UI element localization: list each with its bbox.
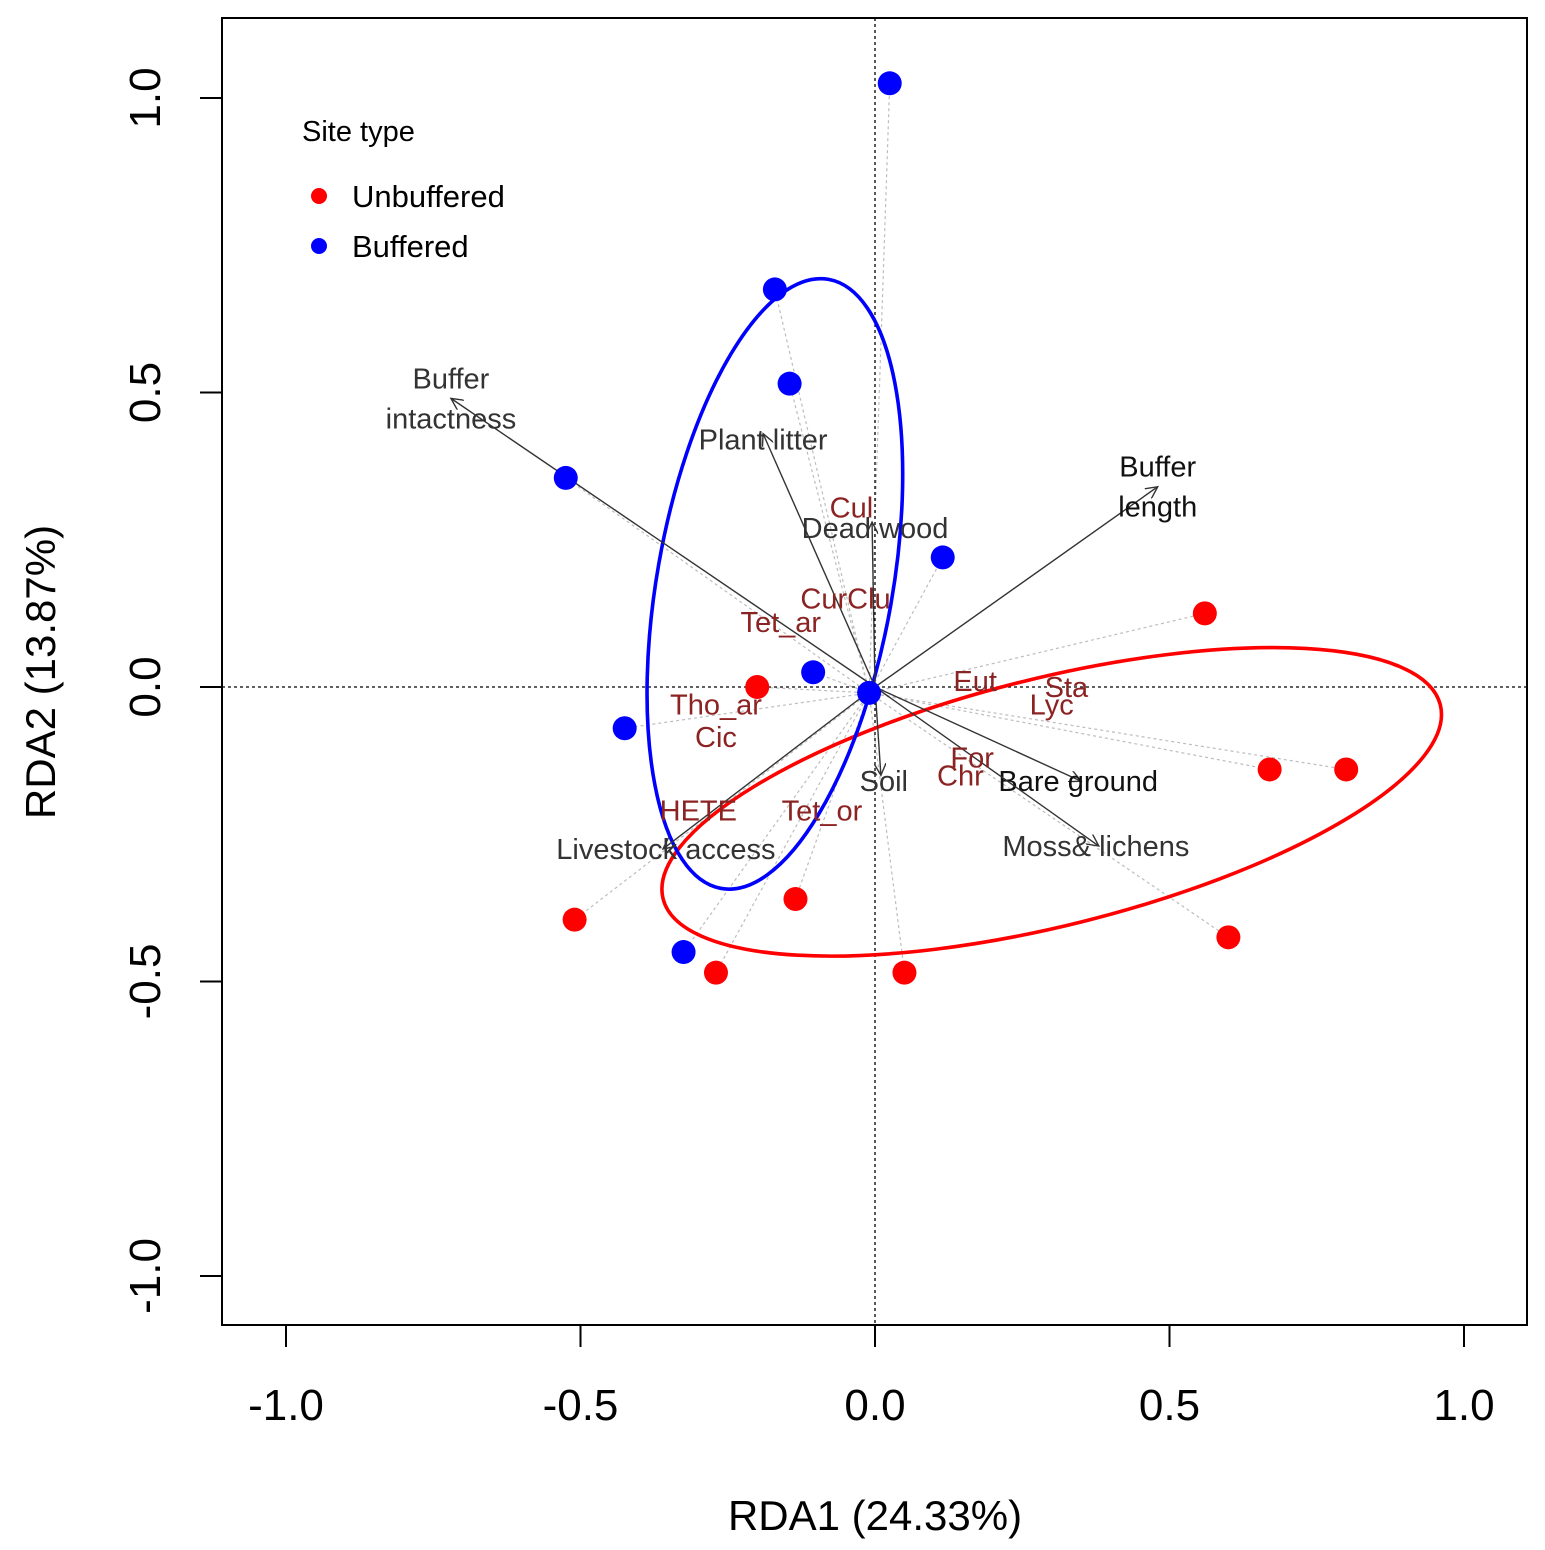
spider-line-unbuffered-7 xyxy=(715,692,870,973)
species-label-tho-ar: Tho_ar xyxy=(670,690,762,722)
vector-label-bare-ground: Bare ground xyxy=(998,766,1158,798)
vector-label-buffer-intactness: Buffer intactness xyxy=(386,363,517,435)
vector-bare-ground xyxy=(874,686,1081,781)
x-tick-label-1: -1.0 xyxy=(248,1381,324,1430)
species-label-tet-or: Tet_or xyxy=(782,796,863,828)
y-axis-title: RDA2 (13.87%) xyxy=(17,525,64,819)
spider-line-unbuffered-1 xyxy=(757,686,870,694)
vector-plant-litter xyxy=(763,434,876,688)
species-label-curclu: CurClu xyxy=(800,584,890,616)
species-label-tet-ar: Tet_ar xyxy=(740,607,821,639)
vector-label-moss-lichens: Moss& lichens xyxy=(1002,831,1189,863)
vector-buffer-intactness xyxy=(451,398,876,688)
y-tick-label-3: 0.0 xyxy=(121,656,170,717)
site-point-buffered-4 xyxy=(553,465,578,490)
x-tick-label-4: 0.5 xyxy=(1139,1381,1200,1430)
site-point-unbuffered-5 xyxy=(1216,925,1241,950)
site-point-unbuffered-2 xyxy=(1192,601,1217,626)
vector-livestock-access xyxy=(663,686,876,849)
site-point-buffered-8 xyxy=(671,940,696,965)
legend-marker-buffered xyxy=(311,238,327,254)
site-point-unbuffered-9 xyxy=(562,907,587,932)
species-label-cic: Cic xyxy=(695,722,737,754)
x-tick-label-2: -0.5 xyxy=(543,1381,619,1430)
legend-label-buffered: Buffered xyxy=(352,229,469,264)
species-label-sta: Sta xyxy=(1045,672,1089,704)
site-point-unbuffered-6 xyxy=(783,887,808,912)
y-tick-label-5: 1.0 xyxy=(121,67,170,128)
site-point-buffered-7 xyxy=(612,716,637,741)
site-point-buffered-6 xyxy=(801,660,826,685)
spider-line-unbuffered-8 xyxy=(868,692,906,973)
y-tick-label-2: -0.5 xyxy=(121,944,170,1020)
spider-line-buffered-8 xyxy=(683,692,870,953)
species-label-lyc: Lyc xyxy=(1030,690,1074,722)
site-point-unbuffered-7 xyxy=(703,960,728,985)
site-point-unbuffered-8 xyxy=(892,960,917,985)
site-point-buffered-2 xyxy=(762,277,787,302)
vector-label-soil: Soil xyxy=(860,766,908,798)
site-points xyxy=(553,71,1359,985)
vector-label-livestock-access: Livestock access xyxy=(556,834,775,866)
vector-label-buffer-length: Buffer length xyxy=(1118,452,1197,524)
vector-dead-wood xyxy=(872,522,875,688)
spider-line-buffered-7 xyxy=(624,692,870,729)
y-axis: -1.0 -0.5 0.0 0.5 1.0 xyxy=(121,67,222,1314)
species-label-eut: Eut xyxy=(953,666,997,698)
y-tick-label-4: 0.5 xyxy=(121,362,170,423)
site-point-unbuffered-4 xyxy=(1334,757,1359,782)
legend-label-unbuffered: Unbuffered xyxy=(352,179,505,214)
spider-line-unbuffered-4 xyxy=(869,692,1347,771)
zero-reference-lines xyxy=(222,18,1527,1325)
spider-line-buffered-4 xyxy=(565,477,870,694)
environmental-vectors: Buffer intactness Plant litter Dead wood Buf… xyxy=(386,363,1198,866)
ellipse-unbuffered xyxy=(660,645,1444,958)
spider-line-unbuffered-9 xyxy=(574,692,870,921)
site-point-unbuffered-1 xyxy=(745,675,770,699)
site-point-buffered-3 xyxy=(777,371,802,396)
ellipse-buffered xyxy=(645,276,905,891)
x-axis-title: RDA1 (24.33%) xyxy=(728,1492,1022,1539)
vector-label-plant-litter: Plant litter xyxy=(699,425,828,457)
confidence-ellipses xyxy=(645,276,1444,958)
site-point-buffered-9 xyxy=(857,680,882,705)
y-tick-label-1: -1.0 xyxy=(121,1238,170,1314)
species-label-cul: Cul xyxy=(830,492,874,524)
vector-buffer-length xyxy=(874,487,1158,688)
species-label-chr: Chr xyxy=(937,760,984,792)
legend: Site type Unbuffered Buffered xyxy=(302,116,505,264)
site-point-unbuffered-3 xyxy=(1257,757,1282,782)
x-tick-label-5: 1.0 xyxy=(1433,1381,1494,1430)
vector-moss-lichens xyxy=(874,686,1099,846)
spider-line-buffered-3 xyxy=(789,383,870,694)
site-point-buffered-5 xyxy=(930,545,955,570)
legend-title: Site type xyxy=(302,116,415,148)
x-axis: -1.0 -0.5 0.0 0.5 1.0 xyxy=(248,1325,1495,1430)
species-label-hete: HETE xyxy=(660,796,737,828)
legend-marker-unbuffered xyxy=(311,188,327,204)
site-point-buffered-1 xyxy=(877,71,902,96)
vector-label-dead-wood: Dead wood xyxy=(802,513,949,545)
species-label-for: For xyxy=(950,743,994,775)
x-tick-label-3: 0.0 xyxy=(844,1381,905,1430)
spider-line-buffered-5 xyxy=(868,557,944,694)
